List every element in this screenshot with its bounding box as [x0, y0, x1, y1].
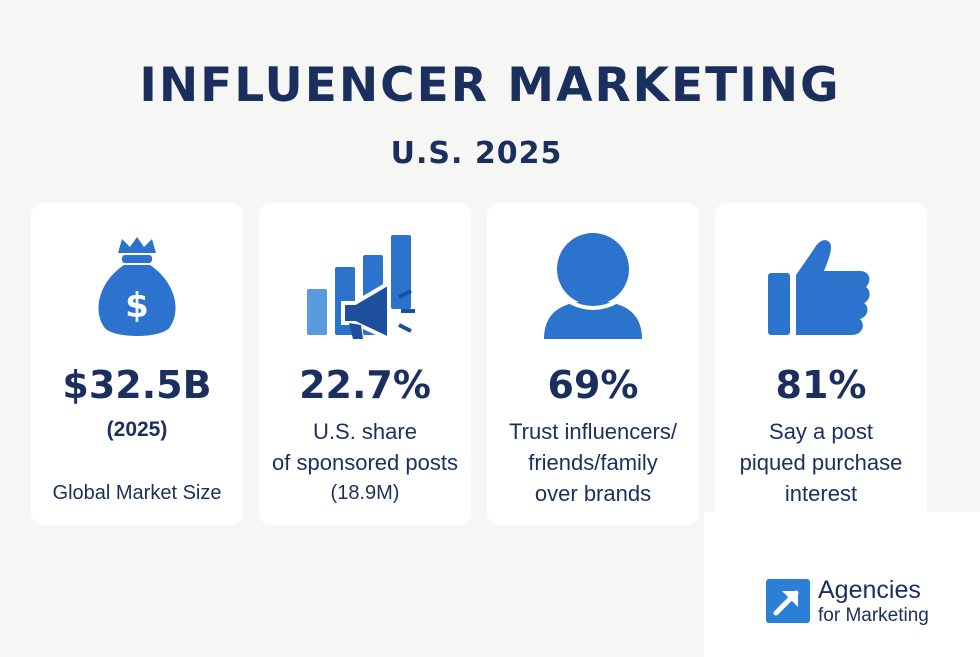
logo-text-for-marketing: for Marketing	[818, 605, 929, 626]
market-size-value: $32.5B	[62, 363, 212, 407]
trust-line-3: over brands	[534, 481, 652, 506]
sponsored-share-line-3: (18.9M)	[330, 482, 400, 504]
purchase-interest-line-3: interest	[784, 481, 858, 506]
trust-line-2: friends/family	[528, 450, 658, 475]
stat-card-trust: 69% Trust influencers/ friends/family ov…	[487, 203, 699, 525]
stat-card-sponsored-share: 22.7% U.S. share of sponsored posts (18.…	[259, 203, 471, 525]
purchase-interest-line-2: piqued purchase	[739, 450, 903, 475]
page-subtitle: U.S. 2025	[390, 136, 563, 171]
arrow-up-right-icon	[766, 579, 810, 623]
logo-text-agencies: Agencies	[818, 576, 921, 604]
thumbs-up-icon	[715, 231, 927, 343]
sponsored-share-line-2: of sponsored posts	[272, 450, 458, 475]
trust-line-1: Trust influencers/	[509, 419, 677, 444]
sponsored-share-line-1: U.S. share	[313, 419, 417, 444]
money-bag-icon: $	[31, 231, 243, 343]
sponsored-share-value: 22.7%	[299, 363, 431, 407]
megaphone-growth-chart-icon	[259, 231, 471, 343]
page-title: INFLUENCER MARKETING	[139, 58, 841, 113]
purchase-interest-line-1: Say a post	[769, 419, 873, 444]
market-size-year: (2025)	[106, 418, 168, 441]
stat-card-purchase-interest: 81% Say a post piqued purchase interest	[715, 203, 927, 525]
svg-text:$: $	[125, 286, 149, 326]
purchase-interest-value: 81%	[775, 363, 867, 407]
stat-card-market-size: $ $32.5B (2025) Global Market Size	[31, 203, 243, 525]
trust-value: 69%	[547, 363, 639, 407]
person-icon	[487, 231, 699, 343]
market-size-label: Global Market Size	[52, 482, 222, 504]
brand-logo: Agencies for Marketing	[704, 512, 980, 657]
